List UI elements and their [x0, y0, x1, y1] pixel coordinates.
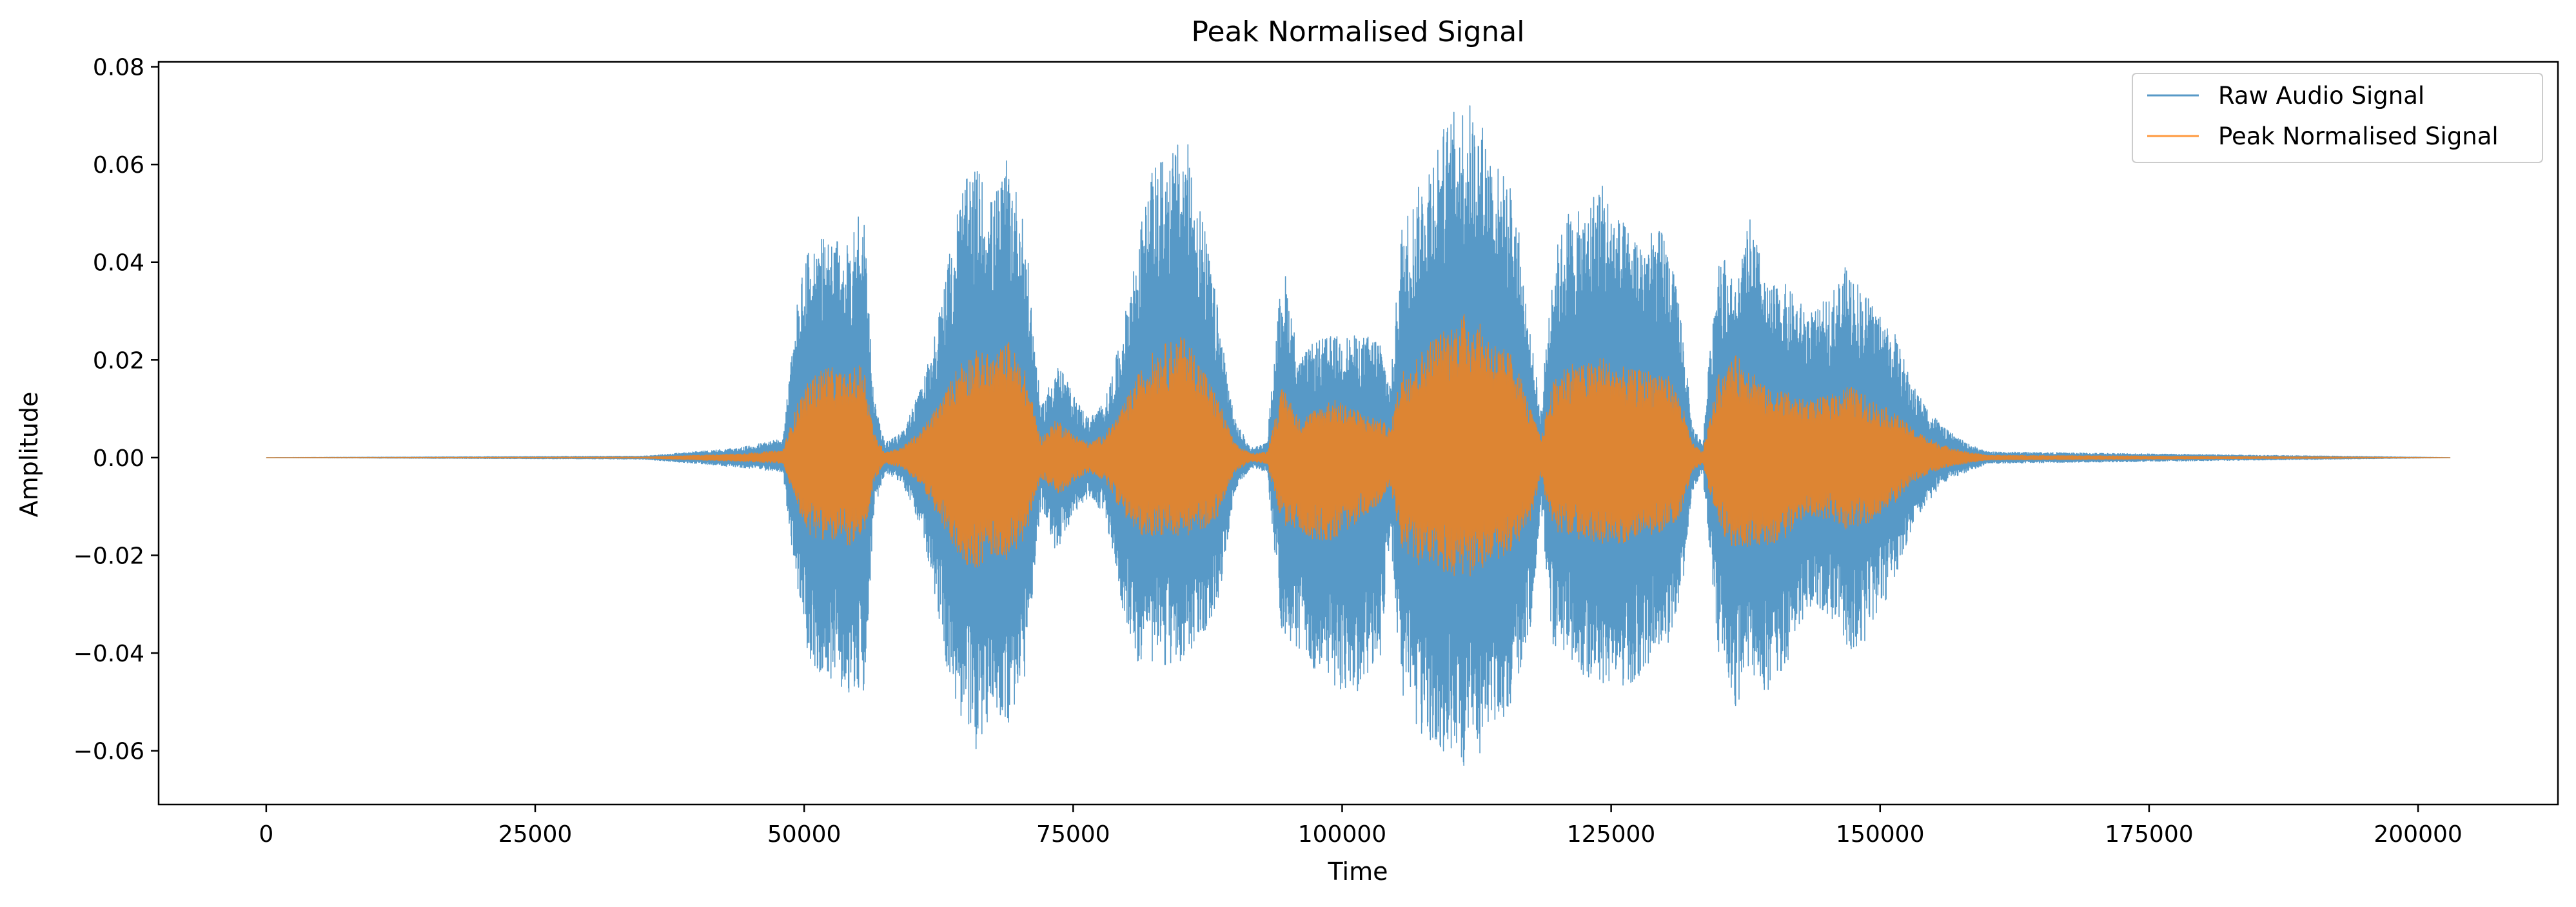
y-tick-label: 0.06	[93, 152, 144, 179]
series-group	[266, 105, 2451, 766]
legend-box	[2132, 73, 2543, 163]
y-tick-label: 0.04	[93, 250, 144, 277]
axes-frame	[157, 61, 2559, 806]
x-tick-label: 100000	[1298, 821, 1386, 848]
plot-area	[266, 105, 2451, 766]
x-tick-label: 150000	[1836, 821, 1924, 848]
y-tick-label: 0.00	[93, 445, 144, 472]
y-axis: −0.06 −0.04 −0.02 0.00 0.02 0.04 0.06 0.08	[74, 55, 159, 765]
peak-normalised-signal-line	[266, 314, 2451, 577]
legend: Raw Audio Signal Peak Normalised Signal	[2132, 73, 2543, 163]
raw-audio-signal-line	[266, 105, 2451, 766]
legend-label-peak-normalised: Peak Normalised Signal	[2218, 122, 2499, 150]
x-tick-label: 50000	[767, 821, 841, 848]
x-tick-label: 0	[259, 821, 273, 848]
x-tick-label: 75000	[1036, 821, 1110, 848]
y-tick-label: 0.08	[93, 55, 144, 81]
x-tick-label: 175000	[2105, 821, 2193, 848]
x-tick-label: 125000	[1567, 821, 1655, 848]
chart-title: Peak Normalised Signal	[1192, 15, 1525, 48]
x-axis: 0 25000 50000 75000 100000 125000 150000 175000…	[259, 805, 2463, 848]
y-tick-label: −0.02	[74, 543, 144, 569]
y-axis-label: Amplitude	[15, 392, 43, 518]
x-tick-label: 200000	[2374, 821, 2462, 848]
legend-label-raw-audio: Raw Audio Signal	[2218, 82, 2424, 110]
x-axis-label: Time	[1328, 857, 1388, 886]
y-tick-label: −0.06	[74, 739, 144, 765]
x-tick-label: 25000	[498, 821, 573, 848]
y-tick-label: 0.02	[93, 347, 144, 374]
y-tick-label: −0.04	[74, 641, 144, 667]
